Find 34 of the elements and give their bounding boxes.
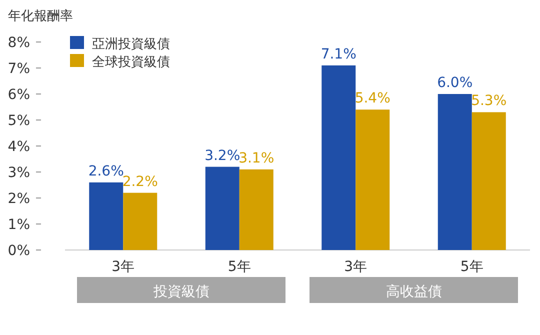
y-tick-label: 2% <box>8 191 30 207</box>
x-tick-label: 5年 <box>460 259 484 275</box>
data-label: 7.1% <box>320 46 356 62</box>
bar <box>89 182 124 250</box>
text: 投資級債 <box>152 284 210 300</box>
x-tick-label: 5年 <box>228 259 251 275</box>
y-tick-label: 8% <box>8 35 30 51</box>
data-label: 2.2% <box>122 174 158 190</box>
data-label: 5.4% <box>354 90 390 107</box>
y-tick-label: 3% <box>8 165 30 181</box>
y-tick-label: 7% <box>8 61 30 77</box>
legend-label: 全球投資級債 <box>92 55 170 70</box>
bar <box>239 169 274 250</box>
y-tick-label: 6% <box>8 87 30 103</box>
y-tick-label: 1% <box>8 217 30 233</box>
data-label: 3.1% <box>238 150 274 166</box>
data-label: 3.2% <box>204 148 240 164</box>
x-tick-label: 3年 <box>112 259 135 275</box>
data-label: 5.3% <box>471 93 507 110</box>
y-tick-label: 0% <box>8 243 30 259</box>
bar <box>123 192 158 250</box>
y-tick-label: 5% <box>8 113 30 129</box>
y-axis-title: 年化報酬率 <box>8 8 73 24</box>
y-tick-label: 4% <box>8 139 30 155</box>
bar <box>472 112 506 250</box>
data-label: 2.6% <box>88 163 124 180</box>
x-tick-label: 3年 <box>344 259 368 275</box>
data-label: 6.0% <box>437 75 473 91</box>
bar <box>205 166 240 250</box>
bar <box>356 110 390 250</box>
bar <box>322 65 356 250</box>
text: 高收益債 <box>386 284 442 300</box>
legend-label: 亞洲投資級債 <box>92 37 170 52</box>
bar <box>438 94 472 250</box>
